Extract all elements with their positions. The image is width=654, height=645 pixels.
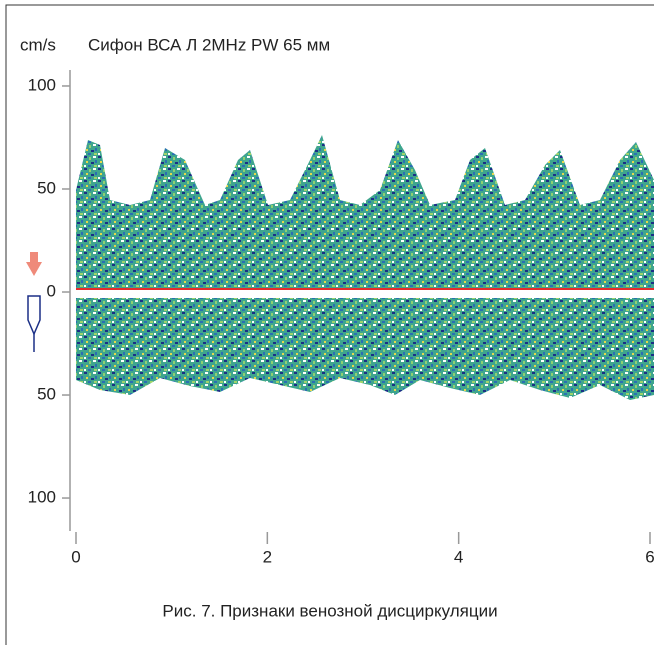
chart-title: Сифон ВСА Л 2MHz PW 65 мм (88, 35, 330, 54)
y-unit: cm/s (20, 35, 56, 54)
probe-icon (26, 252, 42, 352)
frame (5, 4, 654, 645)
x-tick-label: 0 (71, 547, 80, 566)
y-tick-label: 100 (28, 488, 56, 507)
spectrum-forward (76, 135, 654, 290)
x-tick-label: 6 (645, 547, 654, 566)
x-tick-label: 2 (263, 547, 272, 566)
y-tick-label: 0 (47, 281, 56, 300)
y-tick-label: 50 (37, 385, 56, 404)
y-tick-label: 50 (37, 178, 56, 197)
x-tick-label: 4 (454, 547, 463, 566)
spectrum-reverse (76, 298, 654, 400)
caption: Рис. 7. Признаки венозной дисциркуляции (162, 601, 497, 620)
y-tick-label: 100 (28, 75, 56, 94)
